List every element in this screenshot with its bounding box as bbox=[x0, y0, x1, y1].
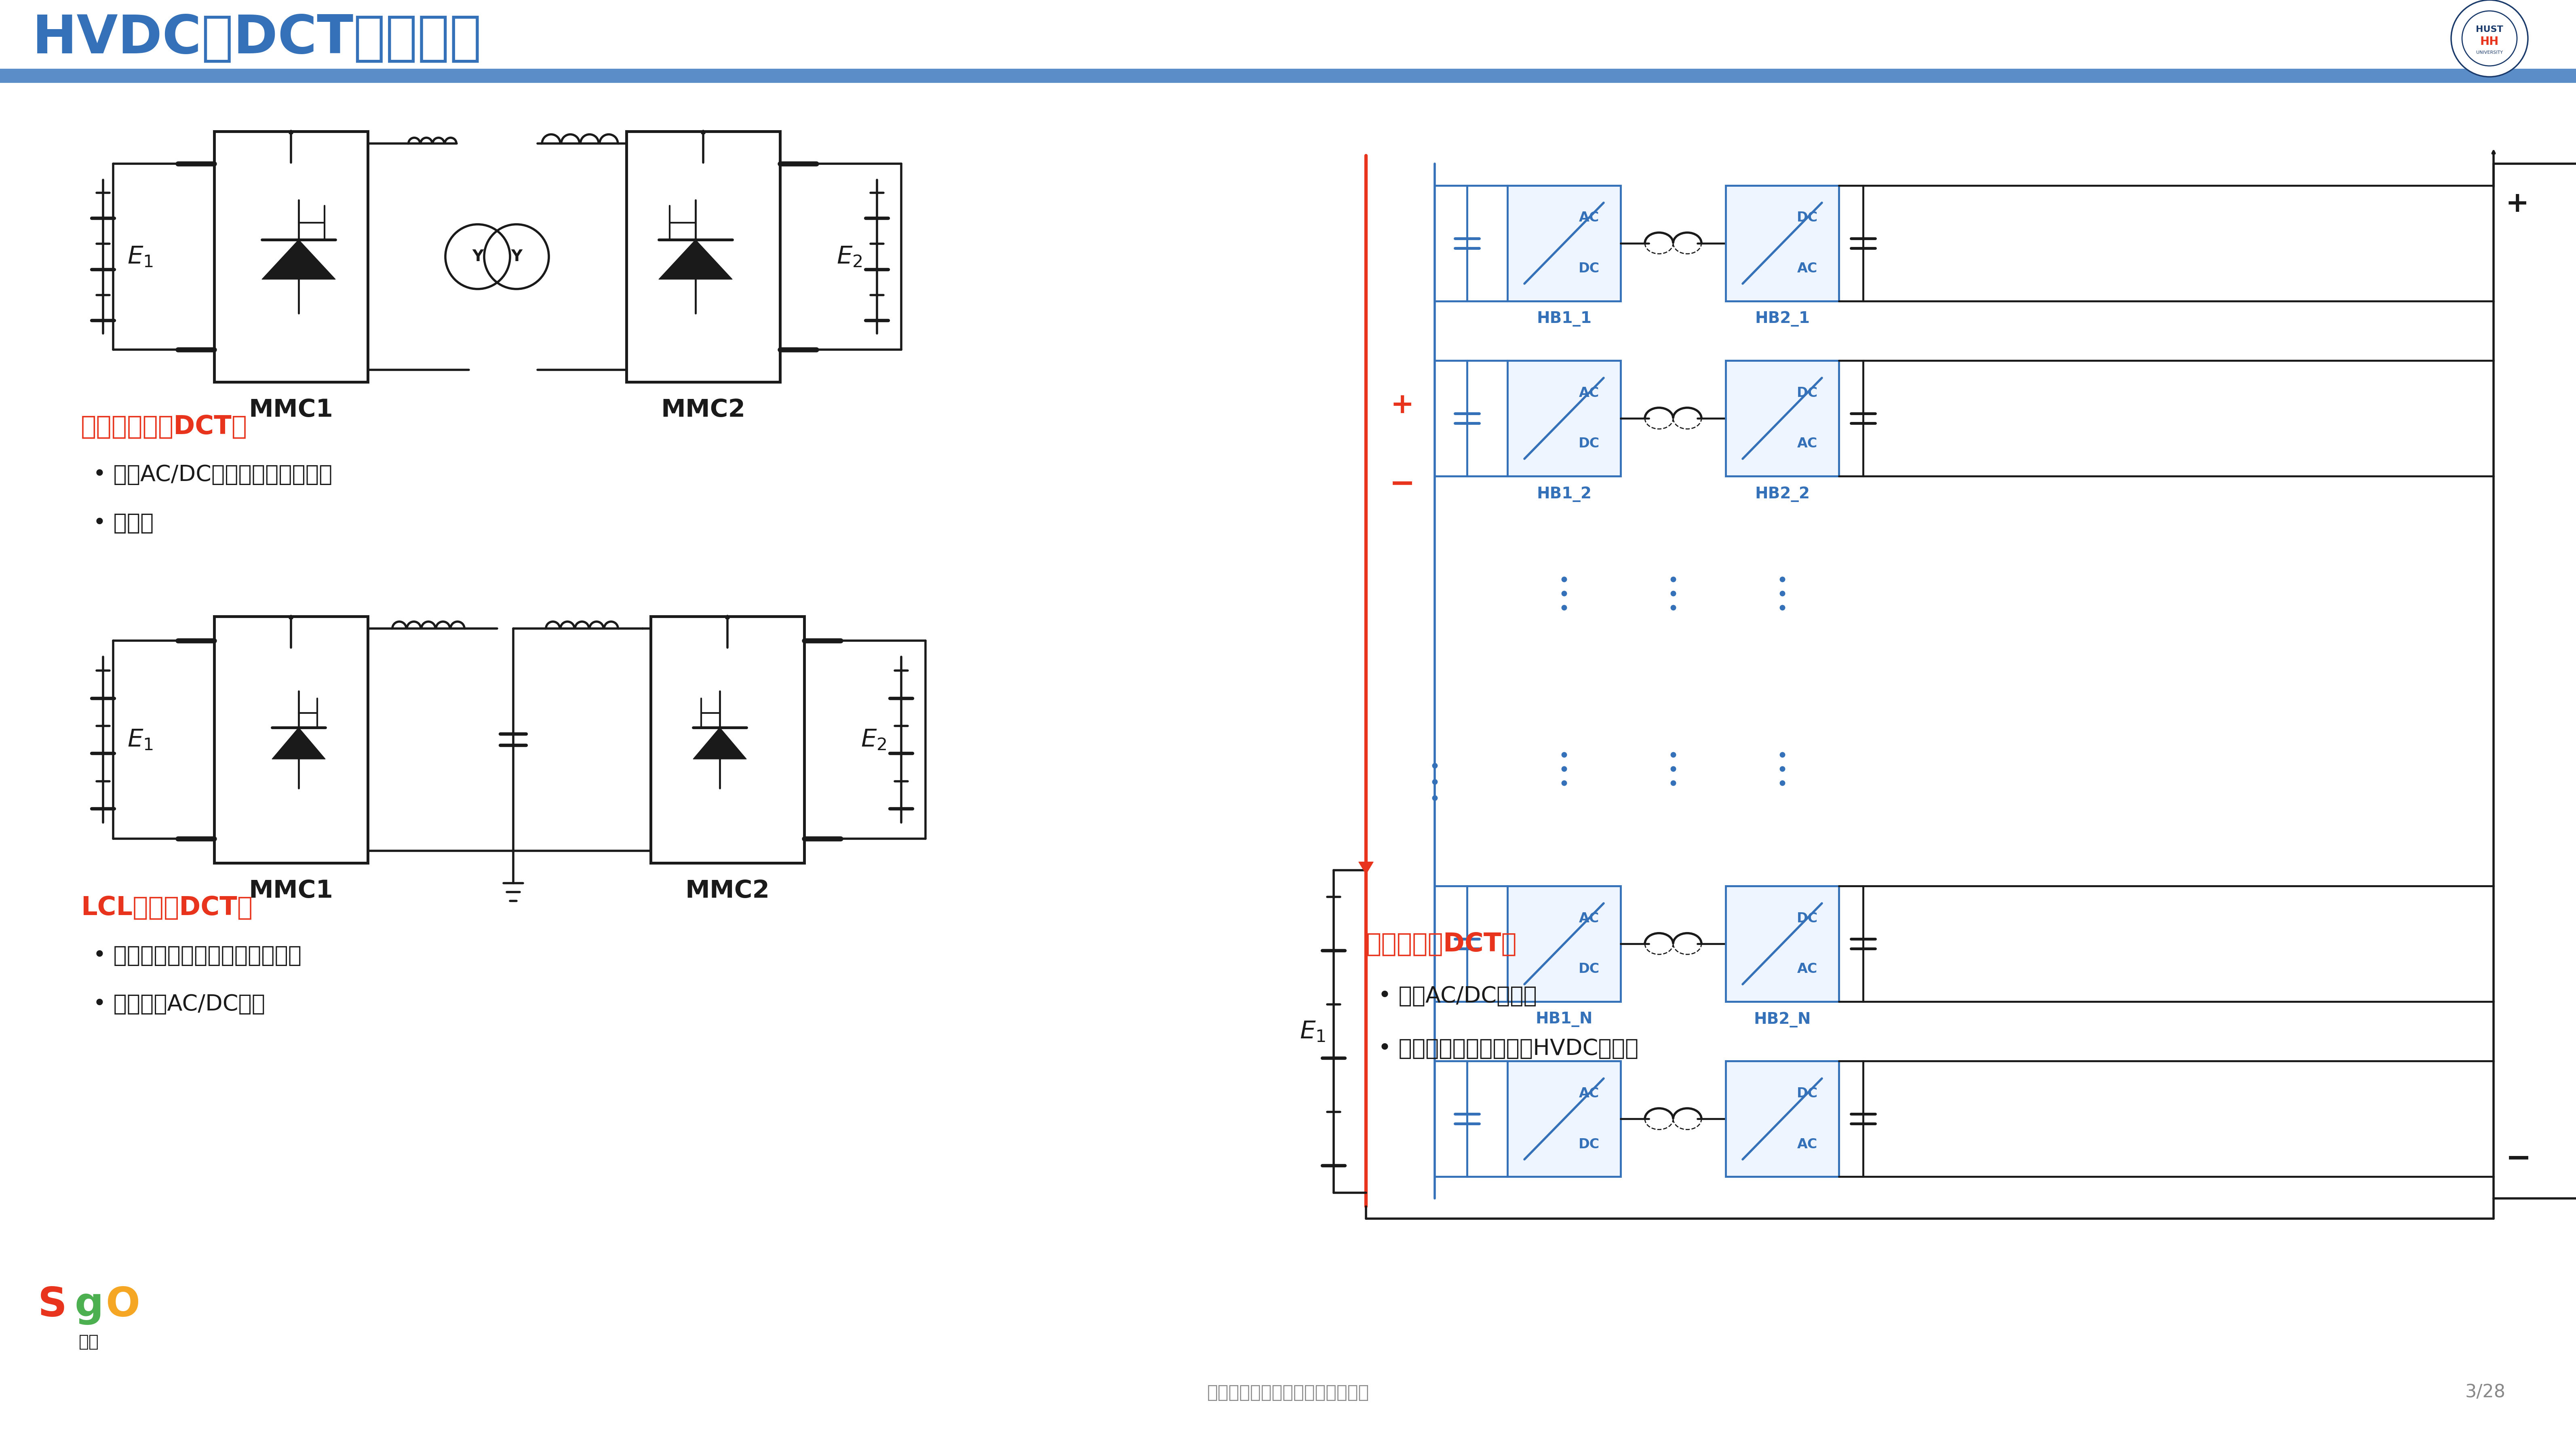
Circle shape bbox=[2452, 0, 2527, 77]
Text: • 损耗高: • 损耗高 bbox=[93, 513, 155, 535]
Text: HUST: HUST bbox=[2476, 26, 2504, 33]
Text: DC: DC bbox=[1795, 1087, 1819, 1100]
Text: HB1_1: HB1_1 bbox=[1535, 312, 1592, 326]
Text: −: − bbox=[1388, 469, 1414, 498]
Text: 变压器隔离型DCT：: 变压器隔离型DCT： bbox=[80, 414, 247, 439]
Text: HB2_2: HB2_2 bbox=[1754, 487, 1811, 501]
Text: DC: DC bbox=[1579, 1137, 1600, 1151]
Polygon shape bbox=[659, 239, 732, 280]
Bar bbox=[1507, 885, 1620, 1001]
Text: AC: AC bbox=[1798, 438, 1816, 451]
Text: 中国电工技术学会新媒体平台发布: 中国电工技术学会新媒体平台发布 bbox=[1208, 1384, 1368, 1401]
Bar bbox=[652, 616, 804, 864]
Text: $E_1$: $E_1$ bbox=[1301, 1019, 1327, 1043]
Polygon shape bbox=[693, 727, 747, 759]
Text: • 两级AC/DC变换，换流器容量大: • 两级AC/DC变换，换流器容量大 bbox=[93, 464, 332, 485]
Text: $E_1$: $E_1$ bbox=[126, 245, 152, 268]
Bar bbox=[214, 616, 368, 864]
Text: DC: DC bbox=[1579, 262, 1600, 275]
Bar bbox=[214, 132, 368, 383]
Text: UNIVERSITY: UNIVERSITY bbox=[2476, 51, 2504, 55]
Text: DC: DC bbox=[1795, 212, 1819, 225]
Bar bbox=[1507, 1061, 1620, 1177]
Bar bbox=[1726, 1061, 1839, 1177]
Text: HVDC级DCT典型拓扑: HVDC级DCT典型拓扑 bbox=[33, 13, 482, 64]
Bar bbox=[1507, 361, 1620, 477]
Bar bbox=[1726, 361, 1839, 477]
Bar bbox=[1507, 185, 1620, 301]
Polygon shape bbox=[263, 239, 335, 280]
Bar bbox=[1726, 185, 1839, 301]
Text: HH: HH bbox=[2481, 36, 2499, 48]
Text: AC: AC bbox=[1579, 212, 1600, 225]
Text: • 两级AC/DC变换，: • 两级AC/DC变换， bbox=[1378, 985, 1538, 1007]
Text: AC: AC bbox=[1798, 1137, 1816, 1151]
Text: AC: AC bbox=[1579, 911, 1600, 924]
Text: $E_2$: $E_2$ bbox=[837, 245, 863, 268]
Text: AC: AC bbox=[1798, 262, 1816, 275]
Text: LCL谐振型DCT：: LCL谐振型DCT： bbox=[80, 895, 252, 920]
Text: 双有源桥型DCT：: 双有源桥型DCT： bbox=[1365, 932, 1517, 956]
Text: AC: AC bbox=[1798, 962, 1816, 975]
Text: HB2_1: HB2_1 bbox=[1754, 312, 1811, 326]
Text: MMC2: MMC2 bbox=[662, 398, 744, 422]
Text: g: g bbox=[75, 1285, 103, 1326]
Polygon shape bbox=[1358, 862, 1373, 874]
Text: • 绝缘要求高，不适用于HVDC级应用: • 绝缘要求高，不适用于HVDC级应用 bbox=[1378, 1037, 1638, 1059]
Text: 3/28: 3/28 bbox=[2465, 1384, 2506, 1401]
Bar bbox=[0, 68, 2576, 83]
Text: AC: AC bbox=[1579, 1087, 1600, 1100]
Text: MMC1: MMC1 bbox=[250, 880, 332, 903]
Text: • 无需交流变压器，方便高频运行: • 无需交流变压器，方便高频运行 bbox=[93, 945, 301, 966]
Text: Y: Y bbox=[510, 249, 523, 264]
Text: AC: AC bbox=[1579, 387, 1600, 400]
Text: MMC1: MMC1 bbox=[250, 398, 332, 422]
Text: +: + bbox=[1391, 391, 1414, 419]
Text: Y: Y bbox=[471, 249, 484, 264]
Text: DC: DC bbox=[1579, 962, 1600, 975]
Polygon shape bbox=[273, 727, 325, 759]
Text: • 仍为两级AC/DC变换: • 仍为两级AC/DC变换 bbox=[93, 994, 265, 1016]
Text: S: S bbox=[39, 1285, 67, 1326]
Text: HB2_N: HB2_N bbox=[1754, 1011, 1811, 1027]
Text: $E_2$: $E_2$ bbox=[860, 727, 886, 752]
Text: MMC2: MMC2 bbox=[685, 880, 770, 903]
Text: DC: DC bbox=[1579, 438, 1600, 451]
Text: DC: DC bbox=[1795, 911, 1819, 924]
Bar bbox=[1726, 885, 1839, 1001]
Text: DC: DC bbox=[1795, 387, 1819, 400]
Text: −: − bbox=[2506, 1143, 2532, 1174]
Text: +: + bbox=[2506, 190, 2530, 217]
Text: $E_1$: $E_1$ bbox=[126, 727, 152, 752]
Bar bbox=[626, 132, 781, 383]
Text: O: O bbox=[106, 1285, 142, 1326]
Text: HB1_N: HB1_N bbox=[1535, 1011, 1592, 1027]
Text: 思构: 思构 bbox=[80, 1333, 98, 1350]
Text: HB1_2: HB1_2 bbox=[1535, 487, 1592, 501]
